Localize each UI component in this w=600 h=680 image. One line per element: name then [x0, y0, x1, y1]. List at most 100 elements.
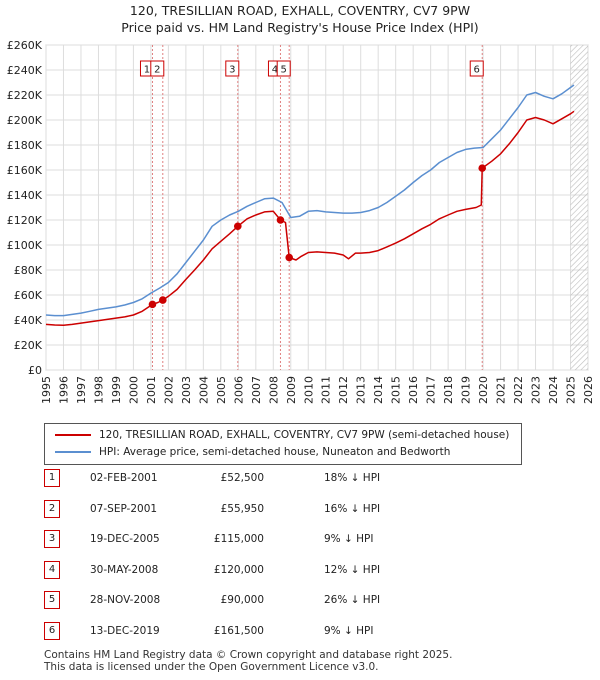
table-row: 4 30-MAY-2008 £120,000 12% ↓ HPI — [44, 560, 464, 579]
chart-title: 120, TRESILLIAN ROAD, EXHALL, COVENTRY, … — [129, 3, 471, 18]
x-tick-label: 2011 — [320, 376, 333, 404]
sale-point-2 — [158, 296, 167, 304]
transaction-number: 5 — [44, 591, 60, 609]
x-tick-label: 2020 — [477, 376, 490, 404]
series-line — [45, 84, 575, 317]
y-tick-label: £160K — [7, 164, 43, 177]
x-tick-label: 2003 — [180, 376, 193, 404]
x-tick-label: 2006 — [232, 376, 245, 404]
transaction-date: 19-DEC-2005 — [90, 533, 160, 545]
marker-box-label: 5 — [281, 65, 287, 76]
legend-item-property: 120, TRESILLIAN ROAD, EXHALL, COVENTRY, … — [55, 427, 509, 443]
transaction-number: 4 — [44, 560, 60, 579]
marker-box-label: 4 — [272, 65, 278, 76]
x-tick-label: 2021 — [495, 376, 508, 404]
transaction-date: 30-MAY-2008 — [90, 563, 159, 576]
y-tick-label: £260K — [7, 39, 43, 52]
table-row: 3 19-DEC-2005 £115,000 9% ↓ HPI — [44, 530, 464, 548]
x-tick-label: 1997 — [75, 376, 88, 404]
transaction-hpi-diff: 18% ↓ HPI — [324, 472, 381, 484]
x-tick-label: 2024 — [547, 376, 560, 404]
transaction-price: £52,500 — [220, 472, 264, 484]
plot-area — [45, 44, 589, 371]
transaction-number: 6 — [44, 621, 60, 640]
marker-box-2: 2 — [150, 60, 165, 77]
transaction-hpi-diff: 9% ↓ HPI — [324, 624, 374, 637]
x-tick-label: 1995 — [40, 376, 53, 404]
transaction-hpi-diff: 12% ↓ HPI — [324, 563, 381, 576]
legend-label-hpi: HPI: Average price, semi-detached house,… — [99, 446, 451, 458]
x-tick-label: 2000 — [127, 376, 140, 404]
x-tick-label: 2018 — [442, 376, 455, 404]
x-tick-label: 2007 — [250, 376, 263, 404]
transaction-hpi-diff: 26% ↓ HPI — [324, 594, 381, 606]
transaction-price: £115,000 — [213, 533, 264, 545]
x-tick-label: 2025 — [565, 376, 578, 404]
x-tick-label: 1999 — [110, 376, 123, 404]
marker-box-border — [150, 60, 165, 77]
table-row: 5 28-NOV-2008 £90,000 26% ↓ HPI — [44, 591, 464, 609]
legend: 120, TRESILLIAN ROAD, EXHALL, COVENTRY, … — [44, 423, 522, 465]
x-tick-label: 2005 — [215, 376, 228, 404]
x-tick-label: 2001 — [145, 376, 158, 404]
y-tick-label: £120K — [7, 214, 43, 227]
transaction-price: £120,000 — [213, 563, 264, 576]
y-tick-label: £40K — [14, 314, 43, 327]
transaction-number: 1 — [44, 469, 60, 487]
forecast-region — [570, 45, 588, 370]
marker-box-border — [225, 60, 240, 77]
x-tick-label: 2019 — [460, 376, 473, 404]
marker-box-label: 3 — [229, 65, 235, 76]
marker-box-5: 5 — [276, 60, 291, 77]
grid — [45, 44, 589, 371]
y-tick-label: £0 — [28, 364, 42, 377]
y-tick-label: £140K — [7, 189, 43, 202]
marker-box-6: 6 — [469, 60, 484, 77]
y-tick-label: £80K — [14, 264, 43, 277]
x-axis-ticks: 1995 1996 1997 1998 1999 2000 2001 2002 2003 2004… — [40, 376, 595, 404]
sale-point-5 — [285, 253, 294, 262]
transaction-hpi-diff: 16% ↓ HPI — [324, 502, 381, 515]
y-tick-label: £200K — [7, 114, 43, 127]
legend-swatch-property — [55, 434, 91, 436]
table-row: 6 13-DEC-2019 £161,500 9% ↓ HPI — [44, 621, 464, 640]
footer: Contains HM Land Registry data © Crown c… — [44, 649, 452, 673]
transaction-price: £90,000 — [220, 594, 264, 606]
marker-box-border — [469, 60, 484, 77]
legend-swatch-hpi — [55, 451, 91, 453]
x-tick-label: 2015 — [390, 376, 403, 404]
transaction-price: £161,500 — [213, 624, 264, 637]
forecast-hatch — [570, 45, 588, 370]
marker-box-border — [276, 60, 291, 77]
table-row: 2 07-SEP-2001 £55,950 16% ↓ HPI — [44, 499, 464, 518]
x-tick-label: 2004 — [197, 376, 210, 404]
y-axis-ticks: £0 £20K £40K £60K £80K £100K £120K £140K £160K £1… — [7, 39, 43, 377]
x-tick-label: 2023 — [530, 376, 543, 404]
x-tick-label: 2016 — [407, 376, 420, 404]
y-tick-label: £220K — [7, 89, 43, 102]
x-tick-label: 1996 — [57, 376, 70, 404]
x-tick-label: 2010 — [302, 376, 315, 404]
marker-box-label: 2 — [154, 65, 160, 76]
legend-item-hpi: HPI: Average price, semi-detached house,… — [55, 444, 450, 460]
transaction-price: £55,950 — [220, 502, 264, 515]
x-tick-label: 2002 — [162, 376, 175, 404]
transaction-hpi-diff: 9% ↓ HPI — [324, 533, 374, 545]
x-tick-label: 2008 — [267, 376, 280, 404]
transaction-date: 13-DEC-2019 — [90, 624, 160, 637]
x-tick-label: 2014 — [372, 376, 385, 404]
x-tick-label: 1998 — [92, 376, 105, 404]
x-tick-label: 2013 — [355, 376, 368, 404]
y-tick-label: £60K — [14, 289, 43, 302]
marker-box-label: 1 — [144, 65, 150, 76]
y-tick-label: £100K — [7, 239, 43, 252]
transaction-number: 3 — [44, 530, 60, 548]
y-tick-label: £20K — [14, 339, 43, 352]
footer-copyright: Contains HM Land Registry data © Crown c… — [44, 649, 453, 661]
table-row: 1 02-FEB-2001 £52,500 18% ↓ HPI — [44, 469, 464, 487]
sale-point-3 — [233, 222, 242, 231]
marker-box-3: 3 — [225, 60, 240, 77]
sale-point-1 — [148, 300, 157, 309]
